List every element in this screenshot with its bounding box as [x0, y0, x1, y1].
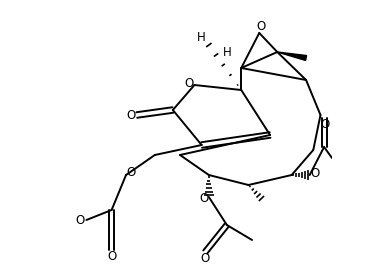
Text: H: H [222, 46, 231, 59]
Text: O: O [321, 118, 330, 131]
Text: O: O [256, 19, 265, 33]
Text: O: O [126, 166, 135, 179]
Text: O: O [310, 167, 319, 180]
Text: H: H [197, 31, 205, 44]
Polygon shape [277, 52, 306, 60]
Text: O: O [76, 214, 85, 227]
Text: O: O [201, 252, 210, 265]
Text: O: O [199, 192, 208, 205]
Text: O: O [107, 250, 116, 263]
Text: O: O [184, 77, 193, 90]
Text: O: O [127, 108, 136, 121]
